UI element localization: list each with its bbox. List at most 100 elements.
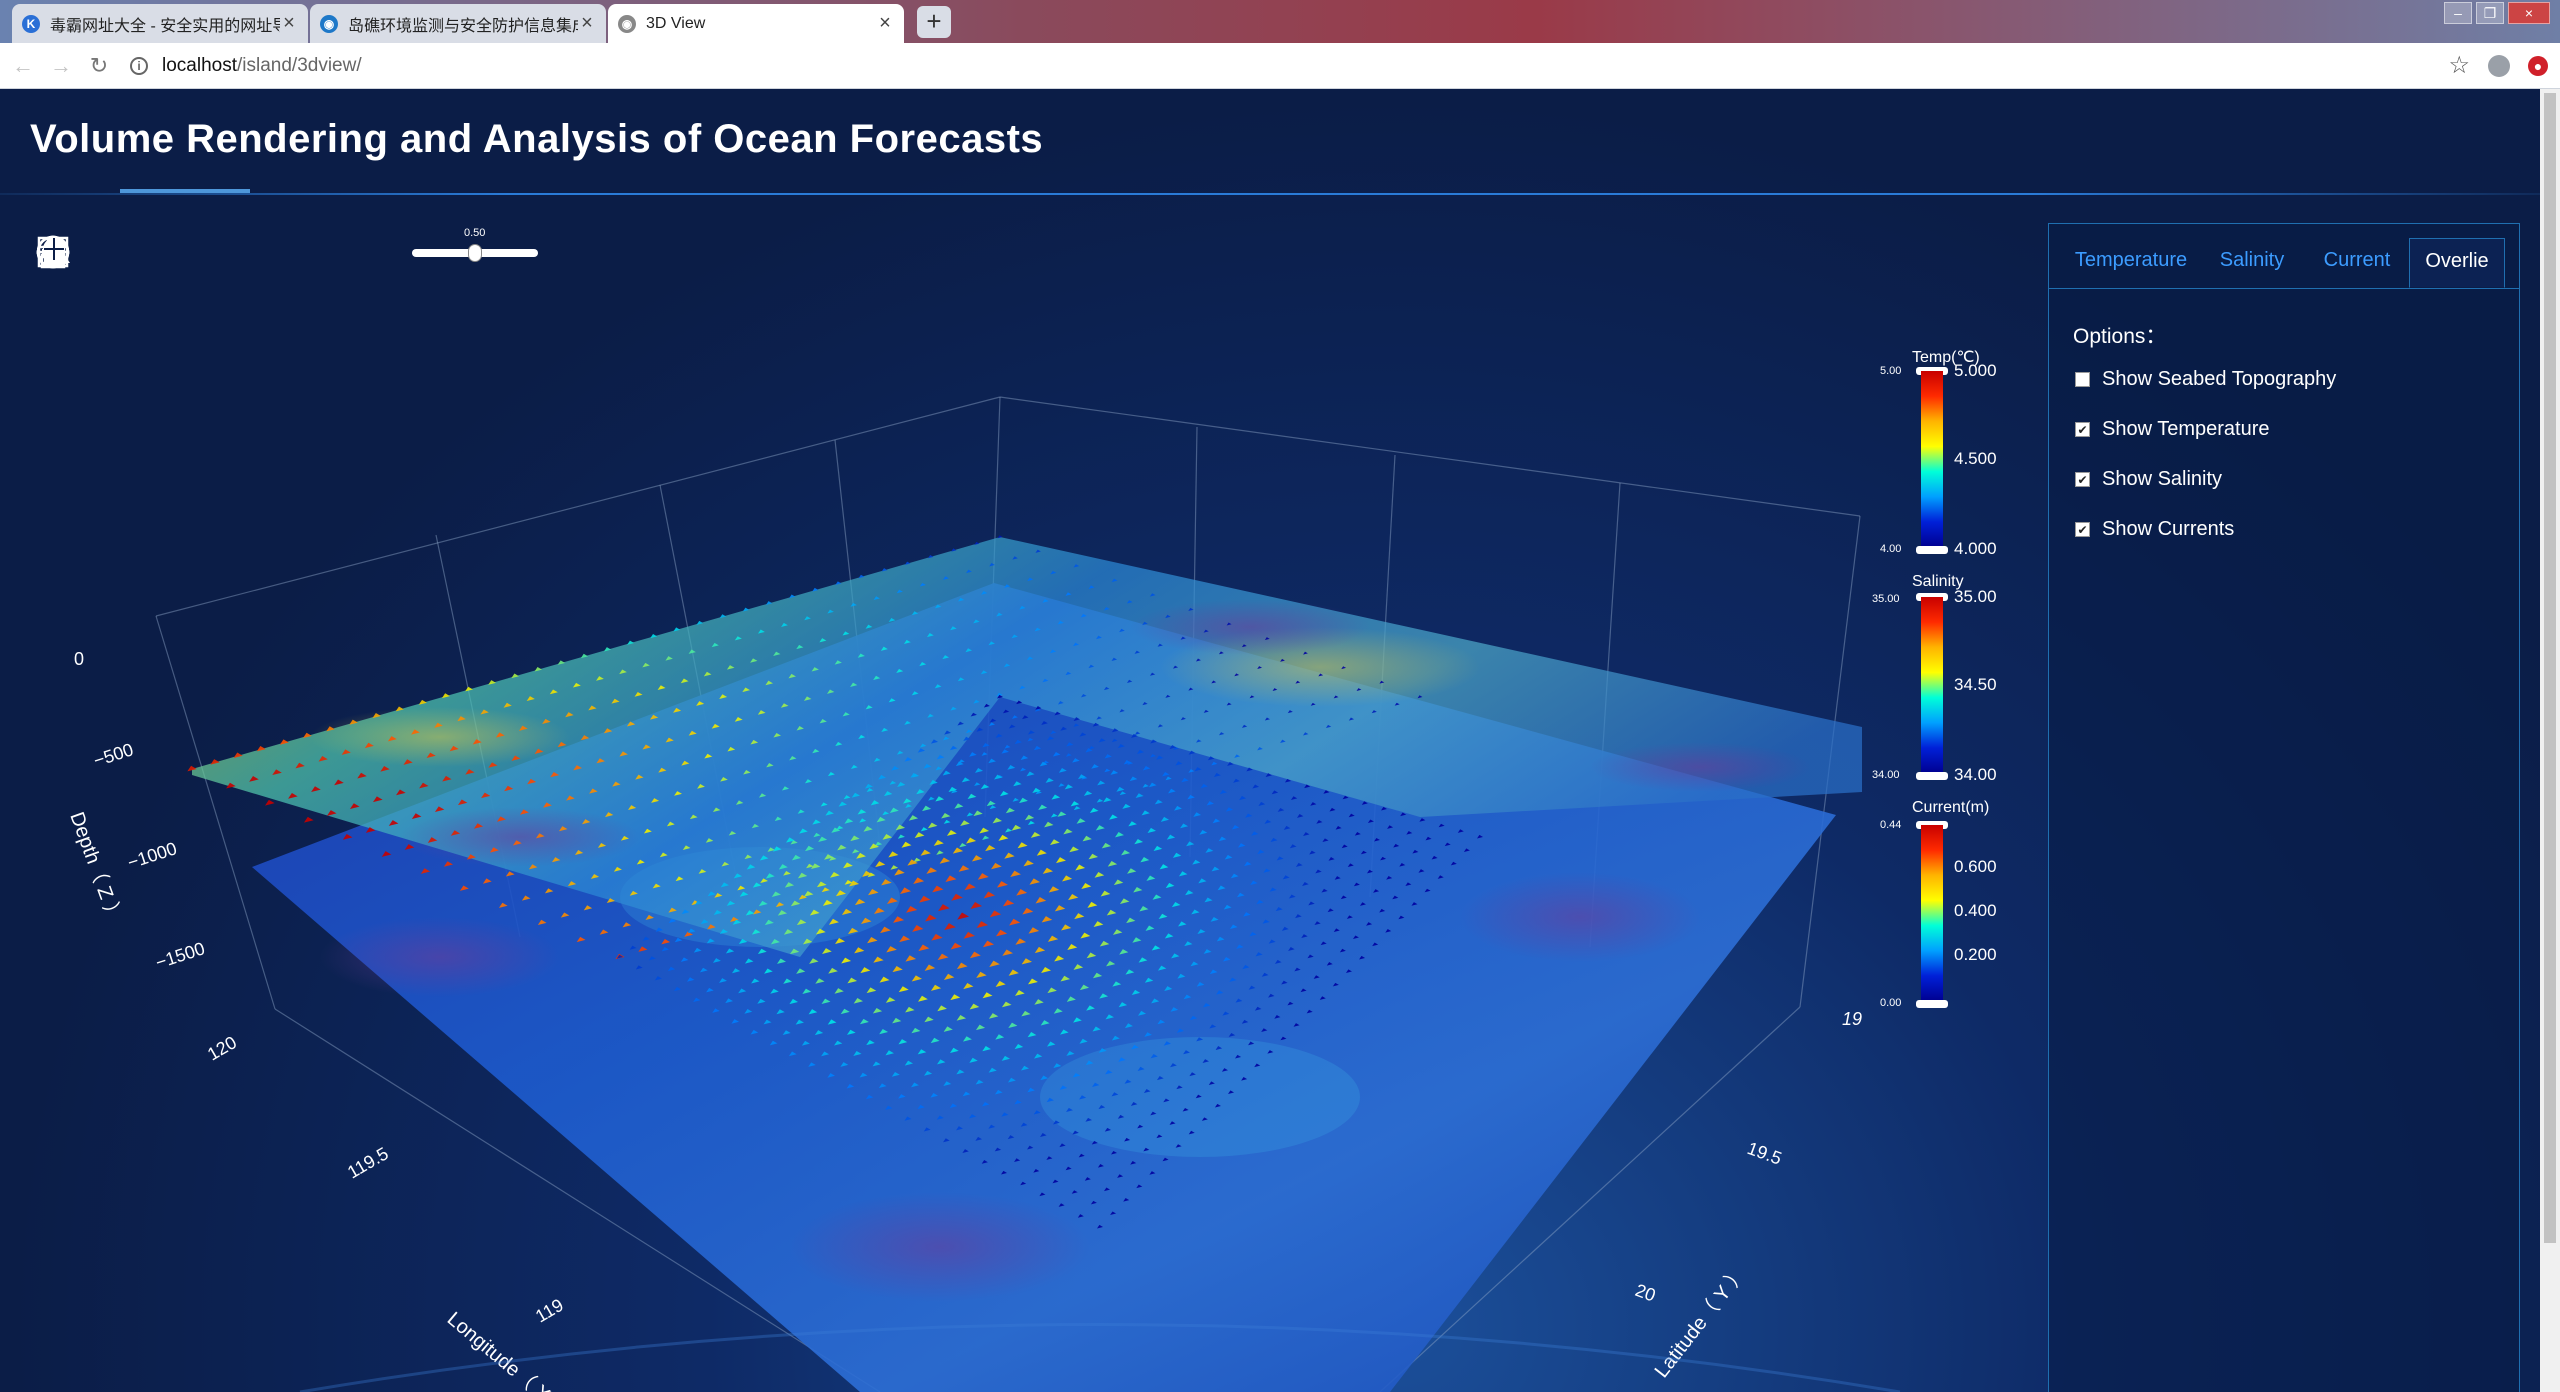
- current-arrow: [744, 958, 754, 964]
- current-arrow: [1014, 1158, 1021, 1162]
- current-arrow: [994, 1147, 1002, 1152]
- current-arrow: [1144, 1032, 1152, 1037]
- latitude-slice-icon[interactable]: [36, 235, 118, 271]
- rotate-globe-icon[interactable]: [39, 235, 394, 271]
- current-arrow: [720, 882, 729, 888]
- restore-icon[interactable]: ❐: [2476, 2, 2504, 24]
- current-arrow: [1170, 1063, 1177, 1068]
- scrollbar-thumb[interactable]: [2544, 93, 2556, 1243]
- current-arrow: [897, 834, 905, 839]
- close-icon[interactable]: ×: [879, 12, 891, 34]
- current-arrow: [680, 678, 689, 684]
- current-arrow: [712, 958, 721, 963]
- current-arrow: [941, 812, 951, 819]
- account-icon[interactable]: [2488, 54, 2510, 77]
- current-arrow: [900, 887, 912, 894]
- checkbox[interactable]: ✔: [2075, 522, 2090, 537]
- checkbox[interactable]: ✔: [2075, 472, 2090, 487]
- current-arrow: [950, 745, 958, 751]
- url-host: localhost: [162, 54, 237, 76]
- option-temperature[interactable]: ✔ Show Temperature: [2075, 418, 2270, 441]
- current-arrow: [1047, 1041, 1056, 1047]
- close-icon[interactable]: ×: [581, 12, 593, 34]
- current-arrow: [1218, 732, 1225, 736]
- current-arrow: [1158, 913, 1168, 919]
- current-arrow: [1310, 702, 1316, 706]
- current-arrow: [620, 835, 629, 841]
- current-arrow: [1322, 838, 1329, 843]
- hand-icon[interactable]: [44, 235, 348, 271]
- compass-icon[interactable]: [36, 235, 210, 271]
- current-arrow: [1044, 821, 1054, 828]
- current-arrow: [962, 1091, 971, 1097]
- current-arrow: [1178, 921, 1187, 927]
- tab-temperature[interactable]: Temperature: [2074, 249, 2188, 271]
- browser-tab-2[interactable]: ◉ 岛礁环境监测与安全防护信息集成 ×: [310, 4, 606, 43]
- current-arrow: [1366, 869, 1373, 874]
- current-arrow: [1216, 936, 1225, 942]
- current-arrow: [1020, 767, 1027, 772]
- back-icon[interactable]: ←: [12, 52, 34, 78]
- current-arrow: [1111, 1092, 1119, 1097]
- close-icon[interactable]: ×: [283, 12, 295, 34]
- current-arrow: [934, 684, 942, 689]
- new-tab-button[interactable]: +: [917, 6, 951, 38]
- checkbox[interactable]: ✔: [2075, 422, 2090, 437]
- current-arrow: [1033, 1110, 1041, 1115]
- current-arrow: [930, 984, 942, 991]
- minimize-icon[interactable]: –: [2444, 2, 2472, 24]
- depth-slice-icon[interactable]: [37, 235, 164, 271]
- url-path: /island/3dview/: [237, 54, 362, 76]
- current-arrow: [980, 670, 988, 675]
- current-arrow: [488, 680, 496, 685]
- current-arrow: [1406, 831, 1413, 835]
- current-arrow: [648, 956, 656, 961]
- tab-current[interactable]: Current: [2323, 249, 2391, 271]
- current-arrow: [1012, 797, 1020, 802]
- depth-tick: −500: [91, 739, 136, 771]
- current-arrow: [657, 685, 666, 690]
- forward-icon[interactable]: →: [50, 52, 72, 78]
- volume-render-view[interactable]: 0 −500 −1000 −1500 Depth（ Z ） 120 119.5 …: [0, 197, 2040, 1392]
- extension-icon[interactable]: ●: [2528, 55, 2548, 76]
- page-scrollbar[interactable]: [2540, 89, 2560, 1392]
- current-arrow: [783, 871, 791, 876]
- window-close-icon[interactable]: ×: [2508, 2, 2550, 24]
- current-arrow: [963, 931, 975, 939]
- option-seabed-topography[interactable]: Show Seabed Topography: [2075, 368, 2336, 391]
- current-arrow: [1100, 890, 1111, 897]
- option-salinity[interactable]: ✔ Show Salinity: [2075, 468, 2222, 491]
- current-arrow: [988, 1124, 996, 1129]
- reload-icon[interactable]: ↻: [89, 52, 109, 78]
- current-arrow: [1327, 908, 1334, 913]
- browser-tab-1[interactable]: K 毒霸网址大全 - 安全实用的网址导航 ×: [12, 4, 308, 43]
- info-icon[interactable]: i: [130, 56, 148, 75]
- clear-icon[interactable]: [36, 235, 256, 271]
- current-arrow: [892, 1017, 902, 1024]
- tab-salinity[interactable]: Salinity: [2219, 249, 2285, 271]
- checkbox[interactable]: [2075, 372, 2090, 387]
- current-arrow: [1140, 857, 1150, 863]
- url-field[interactable]: i localhost/island/3dview/: [130, 55, 362, 77]
- current-arrow: [1054, 905, 1066, 912]
- opacity-handle[interactable]: [468, 244, 482, 262]
- browser-tab-3[interactable]: ◉ 3D View ×: [608, 4, 904, 43]
- current-arrow: [1380, 856, 1387, 861]
- option-currents[interactable]: ✔ Show Currents: [2075, 518, 2234, 541]
- current-arrow: [1096, 635, 1102, 640]
- current-arrow: [1126, 600, 1133, 604]
- current-arrow: [1008, 969, 1019, 976]
- scene-3d[interactable]: 0 −500 −1000 −1500 Depth（ Z ） 120 119.5 …: [0, 197, 2040, 1392]
- current-arrow: [957, 721, 964, 726]
- current-arrow: [858, 574, 865, 579]
- bookmark-star-icon[interactable]: ☆: [2448, 52, 2470, 79]
- current-arrow: [938, 904, 950, 912]
- current-arrow: [936, 1115, 944, 1120]
- current-arrow: [1081, 883, 1092, 889]
- current-arrow: [1332, 982, 1339, 987]
- opacity-slider[interactable]: 0.50: [412, 227, 542, 267]
- current-arrow: [763, 1019, 772, 1025]
- brush-icon[interactable]: [40, 235, 302, 271]
- tab-overlie[interactable]: Overlie: [2409, 238, 2505, 288]
- current-arrow: [865, 1094, 874, 1100]
